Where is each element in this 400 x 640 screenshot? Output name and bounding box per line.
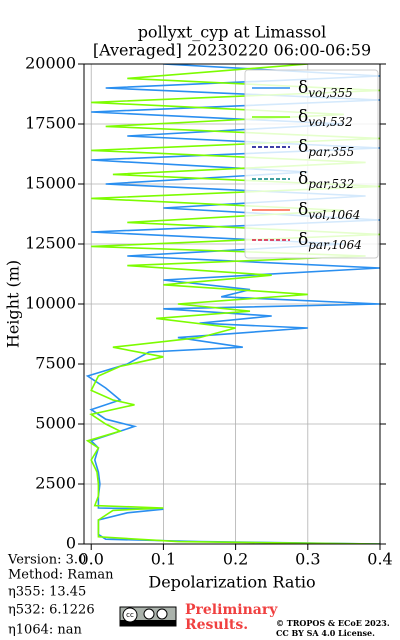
- legend-label: δpar,532: [298, 169, 354, 191]
- legend-label: δvol,532: [298, 107, 353, 129]
- y-tick-label: 5000: [35, 414, 76, 433]
- legend-label: δvol,355: [298, 78, 353, 100]
- copyright: © TROPOS & ECoE 2023.: [276, 618, 390, 628]
- x-tick-label: 0.0: [78, 550, 103, 569]
- x-tick-label: 0.2: [223, 550, 248, 569]
- chart-title: pollyxt_cyp at Limassol: [138, 23, 327, 42]
- legend-label: δpar,355: [298, 137, 354, 159]
- chart-subtitle: [Averaged] 20230220 06:00-06:59: [93, 41, 371, 60]
- watermark: Preliminary: [185, 602, 278, 618]
- x-tick-label: 0.3: [295, 550, 320, 569]
- note: η532: 6.1226: [8, 603, 95, 618]
- x-tick-label: 0.4: [367, 550, 392, 569]
- note: Method: Raman: [8, 568, 114, 583]
- svg-text:cc: cc: [126, 611, 134, 619]
- y-tick-label: 10000: [25, 294, 76, 313]
- y-tick-label: 20000: [25, 54, 76, 73]
- note: Version: 3.0: [7, 553, 86, 568]
- cc-icon: cc: [119, 606, 177, 627]
- y-tick-label: 2500: [35, 474, 76, 493]
- legend-label: δvol,1064: [298, 200, 360, 222]
- plot-frame: [83, 63, 381, 545]
- note: η355: 13.45: [8, 585, 86, 600]
- legend-label: δpar,1064: [298, 230, 362, 252]
- x-axis-label: Depolarization Ratio: [148, 573, 315, 592]
- watermark: Results.: [185, 617, 248, 633]
- copyright: CC BY SA 4.0 License.: [276, 628, 375, 638]
- note: η1064: nan: [8, 623, 83, 638]
- y-tick-label: 0: [66, 534, 76, 553]
- y-tick-label: 12500: [25, 234, 76, 253]
- y-tick-label: 17500: [25, 114, 76, 133]
- y-tick-label: 7500: [35, 354, 76, 373]
- y-axis-label: Height (m): [4, 260, 23, 348]
- y-tick-label: 15000: [25, 174, 76, 193]
- x-tick-label: 0.1: [151, 550, 176, 569]
